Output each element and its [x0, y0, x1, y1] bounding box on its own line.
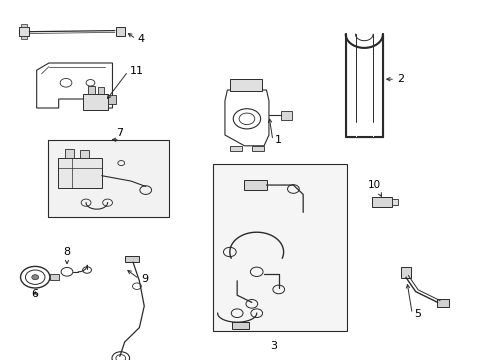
Bar [107, 95, 116, 104]
Text: 7: 7 [116, 128, 123, 138]
Text: 8: 8 [63, 247, 70, 257]
Text: 9: 9 [141, 274, 148, 284]
Bar [21, 24, 27, 27]
Bar [251, 146, 264, 151]
Bar [229, 146, 242, 151]
Circle shape [32, 275, 39, 280]
Bar [65, 149, 74, 158]
Bar [48, 140, 169, 217]
Bar [436, 299, 448, 307]
Bar [232, 322, 249, 329]
Text: 6: 6 [32, 289, 39, 299]
Bar [391, 199, 397, 205]
Bar [124, 256, 139, 262]
Bar [88, 86, 95, 94]
Text: 1: 1 [274, 135, 281, 145]
Bar [229, 79, 261, 91]
Text: 2: 2 [396, 74, 404, 84]
Text: 5: 5 [413, 309, 420, 319]
Bar [371, 197, 391, 207]
Bar [244, 180, 266, 190]
Bar [21, 36, 27, 39]
Bar [212, 164, 346, 331]
Bar [116, 27, 125, 36]
Bar [50, 274, 59, 280]
Bar [80, 150, 88, 158]
Bar [19, 27, 29, 36]
Bar [400, 267, 410, 278]
Bar [58, 158, 102, 188]
Text: 3: 3 [269, 341, 276, 351]
Text: 11: 11 [130, 66, 144, 76]
Text: 10: 10 [367, 180, 380, 190]
Bar [98, 87, 104, 94]
Bar [281, 111, 291, 120]
Text: 4: 4 [138, 34, 145, 44]
Bar [83, 94, 107, 110]
